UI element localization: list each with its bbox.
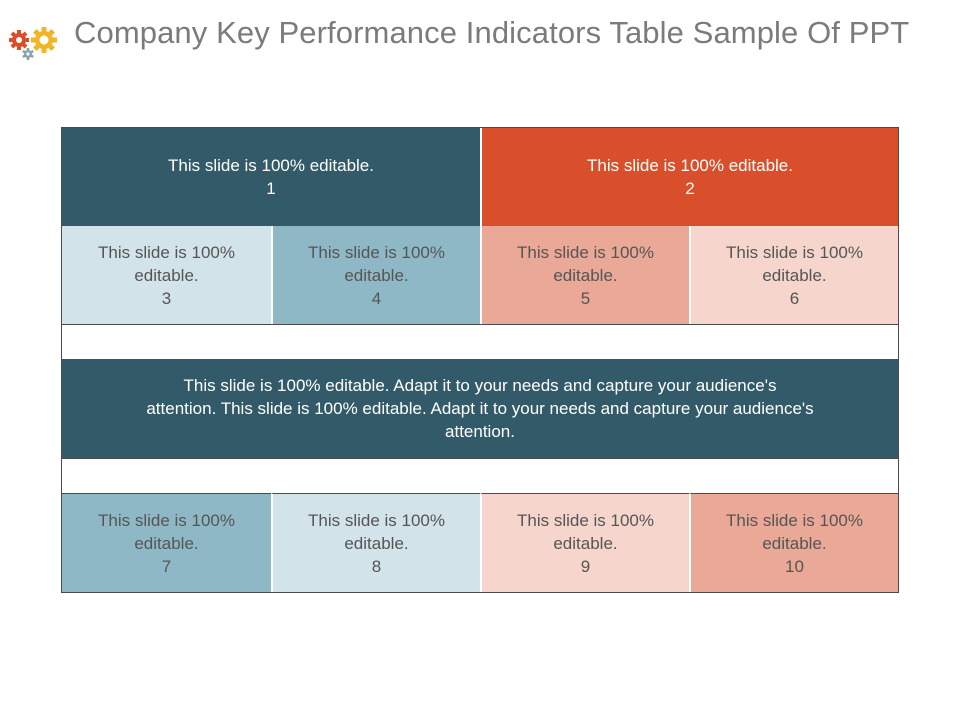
cell-text-line2: editable. <box>344 533 409 553</box>
kpi-cell-3: This slide is 100% editable. 3 <box>62 226 271 324</box>
header-cell-1: This slide is 100% editable. 1 <box>62 128 480 226</box>
cell-text-line2: editable. <box>134 533 199 553</box>
cell-text-line2: editable. <box>553 265 618 285</box>
cell-text-line2: editable. <box>762 265 827 285</box>
cell-number: 8 <box>371 556 382 576</box>
spacer-row <box>62 324 898 359</box>
kpi-cell-9: This slide is 100% editable. 9 <box>480 493 689 592</box>
cell-text: This slide is 100% editable. <box>586 156 793 175</box>
cell-text-line1: This slide is 100% <box>725 510 863 530</box>
cell-text-line1: This slide is 100% <box>725 242 863 262</box>
cell-text-line1: This slide is 100% <box>97 242 235 262</box>
summary-cell: This slide is 100% editable. Adapt it to… <box>62 359 898 458</box>
kpi-cell-7: This slide is 100% editable. 7 <box>62 493 271 592</box>
cell-number: 6 <box>789 288 800 308</box>
cell-text-line1: This slide is 100% <box>97 510 235 530</box>
summary-line3: attention. <box>445 422 515 441</box>
cell-number: 3 <box>161 288 172 308</box>
kpi-cell-6: This slide is 100% editable. 6 <box>689 226 898 324</box>
cell-text-line1: This slide is 100% <box>516 242 654 262</box>
cell-number: 9 <box>580 556 591 576</box>
kpi-cell-8: This slide is 100% editable. 8 <box>271 493 480 592</box>
cell-text-line2: editable. <box>553 533 618 553</box>
summary-line2: attention. This slide is 100% editable. … <box>146 399 814 418</box>
cell-number: 2 <box>685 179 695 198</box>
cell-number: 5 <box>580 288 591 308</box>
gears-icon <box>9 27 57 60</box>
cell-number: 10 <box>785 556 804 576</box>
kpi-table: This slide is 100% editable. 1 This slid… <box>61 127 899 593</box>
cell-number: 1 <box>266 179 276 198</box>
cell-number: 4 <box>371 288 382 308</box>
cell-text-line2: editable. <box>344 265 409 285</box>
header-cell-2: This slide is 100% editable. 2 <box>480 128 898 226</box>
cell-text-line2: editable. <box>134 265 199 285</box>
summary-line1: This slide is 100% editable. Adapt it to… <box>183 376 777 395</box>
cell-number: 7 <box>161 556 172 576</box>
kpi-cell-4: This slide is 100% editable. 4 <box>271 226 480 324</box>
cell-text-line1: This slide is 100% <box>307 242 445 262</box>
spacer-row <box>62 458 898 493</box>
slide-title: Company Key Performance Indicators Table… <box>74 15 910 50</box>
title-bar: Company Key Performance Indicators Table… <box>0 0 960 80</box>
kpi-cell-10: This slide is 100% editable. 10 <box>689 493 898 592</box>
cell-text-line1: This slide is 100% <box>307 510 445 530</box>
kpi-cell-5: This slide is 100% editable. 5 <box>480 226 689 324</box>
cell-text-line2: editable. <box>762 533 827 553</box>
cell-text: This slide is 100% editable. <box>167 156 374 175</box>
cell-text-line1: This slide is 100% <box>516 510 654 530</box>
